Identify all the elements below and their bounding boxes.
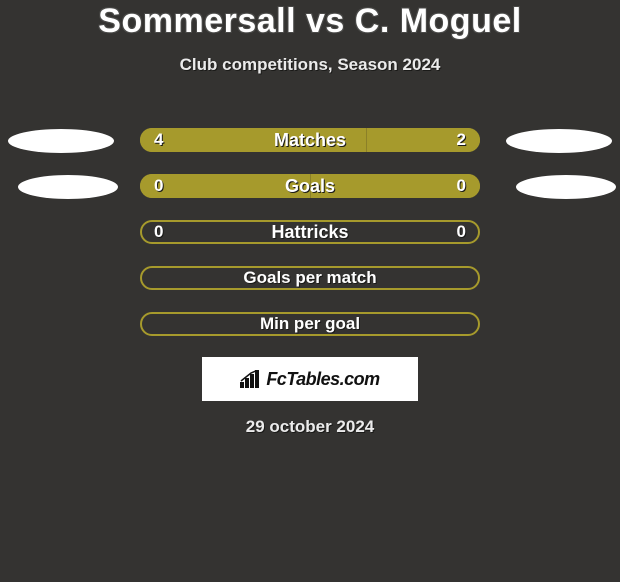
avatar-left: [8, 129, 114, 153]
date-text: 29 october 2024: [0, 417, 620, 437]
page-subtitle: Club competitions, Season 2024: [0, 55, 620, 75]
logo-text: FcTables.com: [266, 369, 379, 390]
stat-row: 4Matches2: [0, 117, 620, 163]
stat-bar-left: [140, 128, 367, 152]
stat-bar-right: [367, 128, 480, 152]
stat-bar-right: [310, 174, 480, 198]
stat-bar-left: [140, 174, 310, 198]
avatar-right: [506, 129, 612, 153]
comparison-rows: 4Matches20Goals00Hattricks0Goals per mat…: [0, 117, 620, 347]
page-title: Sommersall vs C. Moguel: [0, 2, 620, 41]
chart-icon: [240, 370, 262, 388]
stat-bar-divider: [310, 174, 311, 198]
stat-row: Min per goal: [0, 301, 620, 347]
stat-bar-empty: [140, 266, 480, 290]
stat-bar-empty: [140, 220, 480, 244]
logo-box: FcTables.com: [202, 357, 418, 401]
stat-bar-wrap: [140, 128, 480, 152]
stat-row: 0Goals0: [0, 163, 620, 209]
stat-bar-wrap: [140, 174, 480, 198]
stat-bar-divider: [366, 128, 367, 152]
stat-row: 0Hattricks0: [0, 209, 620, 255]
avatar-right-2: [516, 175, 616, 199]
avatar-left-2: [18, 175, 118, 199]
stat-bar-empty: [140, 312, 480, 336]
stat-row: Goals per match: [0, 255, 620, 301]
